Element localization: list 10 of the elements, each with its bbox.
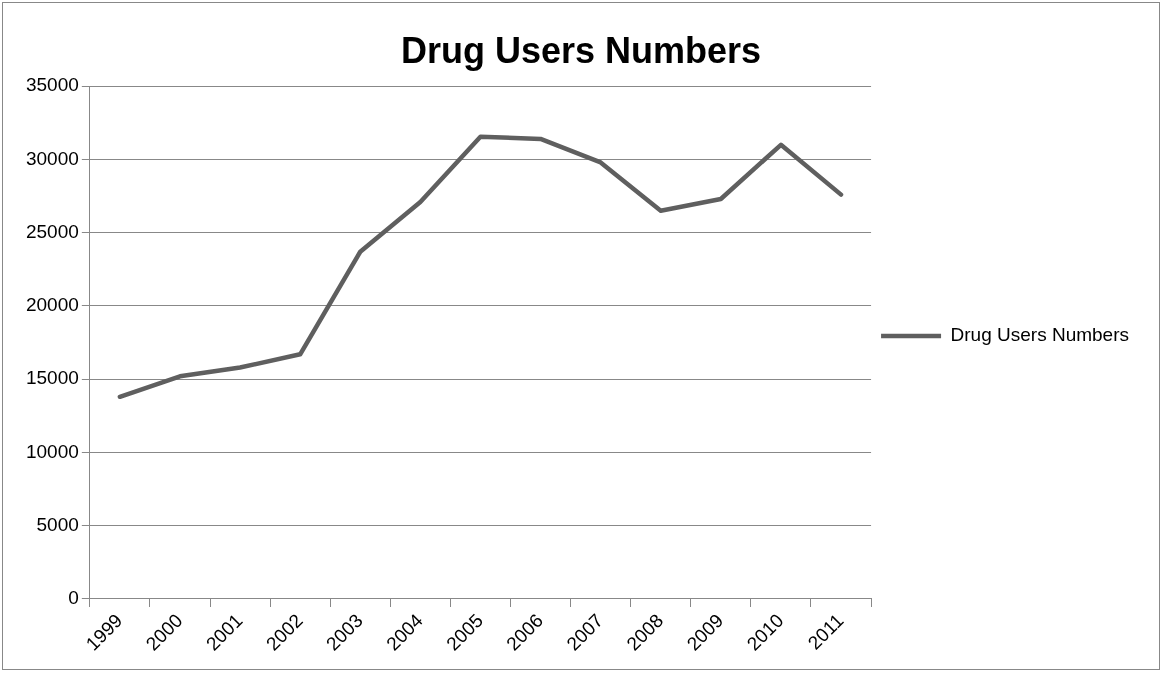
y-tick-label: 35000: [25, 74, 79, 96]
y-tick-label: 20000: [25, 294, 79, 316]
chart-title: Drug Users Numbers: [400, 29, 762, 71]
y-tick-label: 10000: [25, 440, 79, 462]
y-tick-label: 25000: [25, 220, 79, 242]
y-tick-label: 15000: [25, 367, 79, 389]
y-tick-label: 30000: [25, 147, 79, 169]
y-tick-label: 5000: [36, 513, 79, 535]
y-tick-label: 0: [68, 587, 79, 609]
legend-label: Drug Users Numbers: [950, 324, 1130, 346]
